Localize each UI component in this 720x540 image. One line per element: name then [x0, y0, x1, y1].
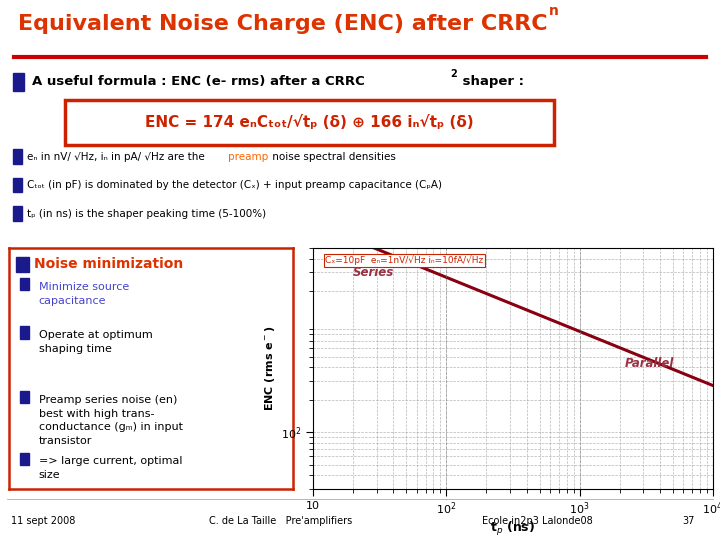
Text: 37: 37: [683, 516, 695, 526]
Text: Cₜₒₜ (in pF) is dominated by the detector (Cₓ) + input preamp capacitance (CₚA): Cₜₒₜ (in pF) is dominated by the detecto…: [27, 180, 442, 190]
X-axis label: t$_p$ (ns): t$_p$ (ns): [490, 520, 536, 538]
Text: C. de La Taille   Pre'amplifiers: C. de La Taille Pre'amplifiers: [210, 516, 352, 526]
Text: Series: Series: [354, 266, 395, 279]
Text: preamp: preamp: [228, 152, 268, 161]
Text: Ecole in2p3 Lalonde08: Ecole in2p3 Lalonde08: [482, 516, 593, 526]
Text: n: n: [549, 4, 559, 18]
Text: Operate at optimum
shaping time: Operate at optimum shaping time: [38, 330, 152, 354]
Bar: [20, 279, 29, 291]
Bar: [13, 206, 22, 221]
Bar: [13, 150, 22, 164]
Text: Cₓ=10pF  eₙ=1nV/√Hz iₙ=10fA/√Hz: Cₓ=10pF eₙ=1nV/√Hz iₙ=10fA/√Hz: [325, 255, 483, 265]
Bar: [16, 257, 29, 272]
Text: tₚ (in ns) is the shaper peaking time (5-100%): tₚ (in ns) is the shaper peaking time (5…: [27, 208, 266, 219]
Text: Equivalent Noise Charge (ENC) after CRRC: Equivalent Noise Charge (ENC) after CRRC: [18, 14, 548, 33]
Bar: [13, 73, 24, 91]
Text: 11 sept 2008: 11 sept 2008: [11, 516, 75, 526]
Text: A useful formula : ENC (e- rms) after a CRRC: A useful formula : ENC (e- rms) after a …: [32, 75, 364, 87]
Text: Preamp series noise (en)
best with high trans-
conductance (gₘ) in input
transis: Preamp series noise (en) best with high …: [38, 395, 182, 446]
Text: eₙ in nV/ √Hz, iₙ in pA/ √Hz are the: eₙ in nV/ √Hz, iₙ in pA/ √Hz are the: [27, 152, 208, 161]
Text: Noise minimization: Noise minimization: [35, 257, 184, 271]
Text: 2: 2: [451, 69, 457, 79]
Text: shaper :: shaper :: [458, 75, 524, 87]
Text: noise spectral densities: noise spectral densities: [269, 152, 395, 161]
Bar: [20, 327, 29, 339]
Text: => large current, optimal
size: => large current, optimal size: [38, 456, 182, 480]
Y-axis label: ENC (rms e$^-$): ENC (rms e$^-$): [263, 326, 276, 411]
Bar: [13, 178, 22, 192]
Bar: [20, 392, 29, 403]
Bar: [20, 453, 29, 464]
Text: Minimize source
capacitance: Minimize source capacitance: [38, 282, 129, 306]
Text: Parallel: Parallel: [625, 357, 675, 370]
FancyBboxPatch shape: [65, 100, 554, 145]
Text: ENC = 174 eₙCₜₒₜ/√tₚ (δ) ⊕ 166 iₙ√tₚ (δ): ENC = 174 eₙCₜₒₜ/√tₚ (δ) ⊕ 166 iₙ√tₚ (δ): [145, 115, 474, 130]
